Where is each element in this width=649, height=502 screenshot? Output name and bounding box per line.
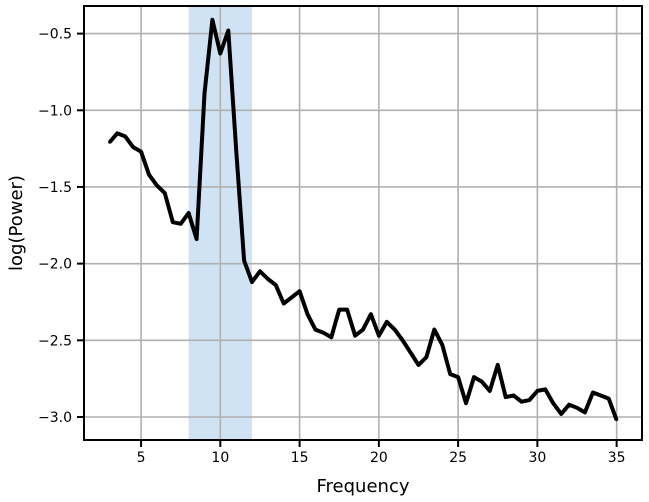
data-point (528, 398, 531, 402)
data-point (163, 191, 167, 195)
data-point (441, 343, 444, 347)
data-point (377, 334, 381, 337)
data-point (552, 401, 555, 405)
data-point (544, 388, 547, 391)
data-point (227, 29, 230, 32)
data-point (290, 296, 293, 299)
data-point (258, 270, 262, 273)
data-point (298, 290, 301, 293)
data-point (472, 375, 476, 379)
data-point (330, 336, 333, 339)
data-point (131, 145, 135, 149)
data-point (306, 313, 309, 316)
grid-layer (84, 6, 642, 440)
data-point (266, 277, 270, 281)
data-point (464, 401, 468, 405)
y-tick-label: −2.0 (38, 257, 72, 273)
data-point (409, 351, 412, 354)
data-point (171, 221, 174, 224)
y-tick-label: −1.5 (38, 180, 72, 196)
data-point (504, 395, 507, 399)
data-point (322, 331, 325, 334)
data-point (615, 418, 618, 422)
data-point (274, 283, 278, 287)
data-point (338, 308, 341, 311)
y-tick-label: −2.5 (38, 333, 72, 349)
data-point (314, 328, 317, 331)
series-line-layer (107, 17, 619, 422)
x-tick-label: 5 (137, 450, 146, 466)
data-point (219, 52, 222, 55)
plot-frame (83, 5, 643, 441)
data-point (361, 328, 365, 331)
data-point (448, 372, 452, 376)
y-tick-label: −1.0 (38, 103, 72, 119)
data-point (456, 375, 460, 379)
data-point (282, 302, 285, 305)
data-point (425, 355, 428, 359)
data-point (575, 406, 579, 409)
data-point (536, 389, 539, 393)
data-point (417, 363, 420, 367)
x-axis-label: Frequency (317, 476, 410, 497)
data-point (116, 132, 119, 135)
x-tick-label: 15 (291, 450, 309, 466)
data-point (139, 150, 143, 153)
y-axis-label: log(Power) (6, 175, 27, 271)
data-point (607, 397, 610, 400)
data-point (211, 18, 214, 22)
data-point (187, 211, 190, 215)
data-point (512, 394, 515, 397)
data-point (155, 184, 159, 187)
data-point (353, 334, 357, 337)
data-point (559, 412, 563, 416)
x-tick-label: 30 (528, 450, 546, 466)
data-point (433, 328, 436, 331)
data-point (496, 363, 499, 367)
data-point (108, 141, 111, 144)
data-point (393, 328, 396, 331)
data-point (591, 391, 595, 394)
y-tick-label: −3.0 (38, 410, 72, 426)
data-point (583, 411, 587, 414)
data-point (385, 320, 388, 324)
data-point (250, 280, 254, 284)
data-point (179, 222, 182, 225)
x-tick-label: 35 (608, 450, 626, 466)
data-point (480, 380, 484, 383)
data-point (124, 135, 127, 138)
data-point (567, 403, 571, 406)
data-point (369, 313, 373, 316)
data-point (234, 148, 238, 152)
x-tick-label: 10 (211, 450, 229, 466)
data-point (599, 394, 602, 397)
data-point (147, 173, 151, 176)
y-tick-label: −0.5 (38, 27, 72, 43)
power-spectrum-line (107, 17, 619, 421)
data-point (401, 339, 404, 342)
data-point (520, 400, 523, 403)
data-point (345, 308, 349, 311)
data-point (195, 237, 198, 241)
tick-layer: 5 10 15 20 25 30 35 −3.0 −2.5 −2.0 −1.5 −1.0 −0.5 (38, 27, 626, 466)
data-point (203, 92, 206, 95)
x-tick-label: 25 (449, 450, 467, 466)
x-tick-label: 20 (370, 450, 388, 466)
data-point (242, 259, 246, 262)
data-point (488, 389, 492, 393)
